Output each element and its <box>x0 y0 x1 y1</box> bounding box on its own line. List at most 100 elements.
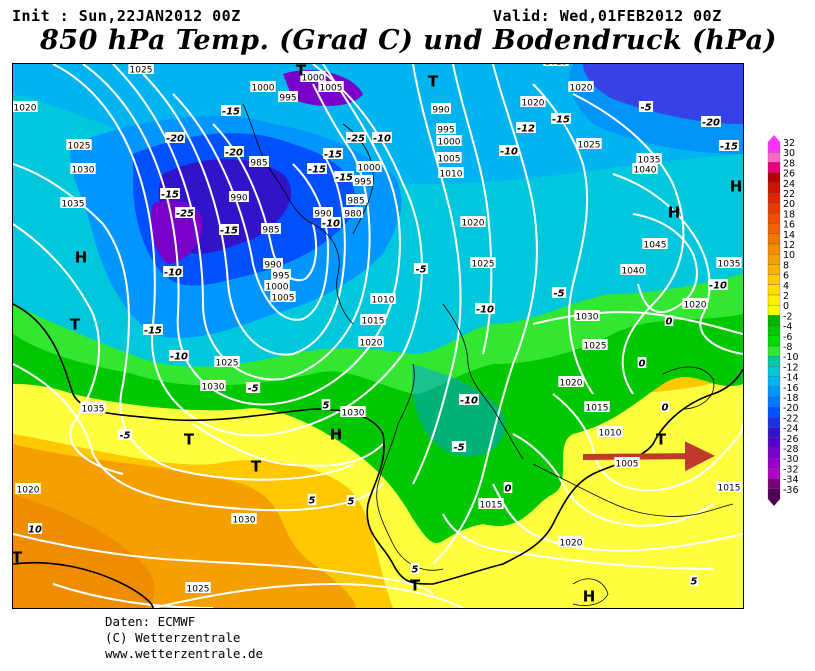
low-pressure-centers: T T T T T T T T <box>12 64 667 595</box>
isobar-label: 1015 <box>362 317 385 327</box>
low-pressure-marker: T <box>251 458 262 476</box>
isobar-label: 985 <box>250 159 267 169</box>
isotherm-label-bg <box>551 287 567 298</box>
low-pressure-marker: T <box>12 549 23 567</box>
isobar-label-bg <box>576 138 602 149</box>
legend-color-cell <box>767 325 781 336</box>
isobar-label: 1010 <box>599 429 622 439</box>
legend-top-cap <box>768 135 780 142</box>
legend-label: -32 <box>783 464 799 475</box>
isotherm-label: -15 <box>552 115 570 126</box>
legend-label: 26 <box>783 169 795 180</box>
isobar-label-bg <box>70 163 96 174</box>
low-pressure-marker: T <box>656 431 667 449</box>
legend-color-cell <box>767 141 781 153</box>
isobar-label: 1005 <box>438 155 461 165</box>
legend-color-cell <box>767 192 781 204</box>
isobar-label: 990 <box>432 106 449 116</box>
legend-label: 16 <box>783 220 795 231</box>
isobar-label-bg <box>249 156 269 167</box>
isotherm-label-bg <box>664 315 674 326</box>
isotherm-label: 0 <box>639 359 646 370</box>
isobar-label: 1035 <box>638 156 661 166</box>
legend-label: -30 <box>783 454 799 465</box>
isotherm-label: -20 <box>702 118 720 129</box>
isobar-label-bg <box>271 269 291 280</box>
isobar-label-bg <box>128 64 154 74</box>
isotherm-label-bg <box>708 279 728 290</box>
isotherm-label-bg <box>719 140 739 151</box>
legend-bottom-cap <box>768 499 780 506</box>
annotation-arrow <box>582 441 715 472</box>
isobar-label: 1030 <box>233 516 256 526</box>
isotherm-label-bg <box>224 146 244 157</box>
legend-label: 24 <box>783 179 795 190</box>
isobar-label: 995 <box>272 272 289 282</box>
low-pressure-marker: T <box>70 316 81 334</box>
isobar-label: 1000 <box>358 164 381 174</box>
isobar-label: 1025 <box>545 63 568 68</box>
isobar-label-bg <box>436 152 462 163</box>
isotherm-label: -10 <box>709 281 727 292</box>
isotherm-label: 5 <box>323 401 330 412</box>
legend-color-cell <box>767 468 781 479</box>
isobar-label-bg <box>370 293 396 304</box>
legend-label: 10 <box>783 250 795 261</box>
isobar-label-bg <box>250 81 276 92</box>
footer-website: www.wetterzentrale.de <box>105 646 264 661</box>
isotherm-label: -15 <box>161 190 179 201</box>
isotherm-label: -20 <box>166 134 184 145</box>
legend-color-cell <box>767 182 781 194</box>
high-pressure-marker: H <box>330 426 343 444</box>
isobar-label-bg <box>436 123 456 134</box>
isotherm-label-bg <box>475 303 495 314</box>
isotherm-label-bg <box>245 382 261 393</box>
isobar-label-bg <box>340 406 366 417</box>
chart-title: 850 hPa Temp. (Grad C) und Bodendruck (h… <box>40 25 777 56</box>
isobar-label-bg <box>460 216 486 227</box>
legend-color-cell <box>767 437 781 449</box>
isotherm-label-bg <box>451 441 467 452</box>
isobar-label: 1040 <box>622 267 645 277</box>
low-pressure-marker: T <box>184 431 195 449</box>
legend-label: -16 <box>783 383 799 394</box>
legend-label: 2 <box>783 291 789 302</box>
legend-color-cell <box>767 233 781 245</box>
legend-color-cell <box>767 254 781 265</box>
isobar-label: 1020 <box>462 219 485 229</box>
isotherm-label-bg <box>169 350 189 361</box>
isobar-label: 1030 <box>576 313 599 323</box>
isobar-label: 1005 <box>616 460 639 470</box>
isotherm-label-bg <box>638 101 654 112</box>
isobar-label-bg <box>343 207 363 218</box>
isobar-label-bg <box>614 457 640 468</box>
isotherm-label-bg <box>307 163 327 174</box>
isobar-label-bg <box>620 264 646 275</box>
legend-label: -8 <box>783 342 792 353</box>
isobar-label-bg <box>682 298 708 309</box>
init-time: Init : Sun,22JAN2012 00Z <box>12 7 241 25</box>
isobar-label: 990 <box>264 261 281 271</box>
isotherm-label: -15 <box>335 173 353 184</box>
high-pressure-marker: H <box>668 204 681 222</box>
isobar-label: 1025 <box>187 585 210 595</box>
isotherm-label-bg <box>503 482 513 493</box>
legend-label: -36 <box>783 485 799 496</box>
isotherm-label: -15 <box>144 326 162 337</box>
legend-color-cell <box>767 407 781 418</box>
isotherm-label-bg <box>307 494 317 505</box>
legend-color-cell <box>767 152 781 163</box>
isotherm-label-bg <box>27 523 43 534</box>
temperature-labels: -15 -20 -20 -15 -25 -15 -10 -15 -10 -5 -25 -10 -15 -1… <box>27 101 739 588</box>
isobar-label-bg <box>558 376 584 387</box>
legend-label: -12 <box>783 362 799 373</box>
isotherm-label: -25 <box>176 209 194 220</box>
isobar-label-bg <box>568 81 594 92</box>
isotherm-label: -10 <box>322 219 340 230</box>
isotherm-label-bg <box>334 171 354 182</box>
isobar-label: 1015 <box>480 501 503 511</box>
isobar-label-bg <box>200 380 226 391</box>
isobar-label-bg <box>15 483 41 494</box>
isobar-label: 1020 <box>522 99 545 109</box>
